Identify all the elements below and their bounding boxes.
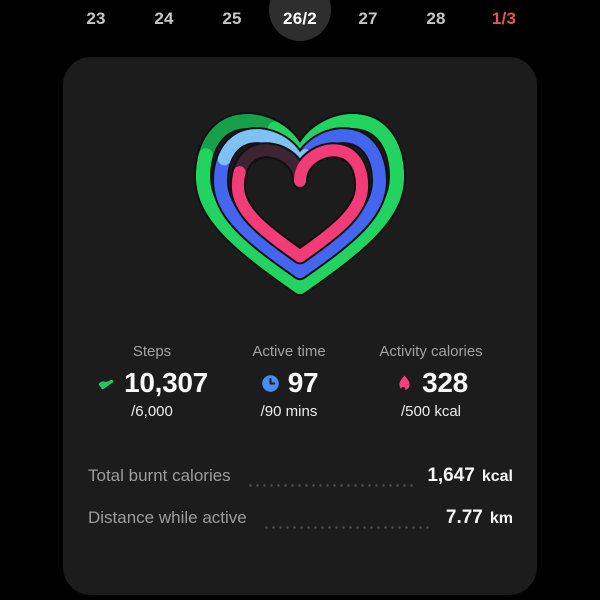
total-burnt-calories-unit: kcal [481,468,513,485]
distance-while-active-value: 7.77 [445,507,483,528]
flame-icon [399,374,410,391]
date-strip: 23 24 25 26/2 27 28 1/3 [0,0,600,44]
date-item-23[interactable]: 23 [86,9,106,28]
steps-value: 10,307 [124,367,208,398]
detail-rows: Total burnt calories 1,647 kcal Distance… [88,465,513,549]
distance-while-active-row: Distance while active 7.77 km [88,507,513,541]
total-burnt-calories-row: Total burnt calories 1,647 kcal [88,465,513,499]
total-burnt-calories-value: 1,647 [427,465,475,486]
distance-while-active-label: Distance while active [88,508,247,527]
total-burnt-calories-label: Total burnt calories [88,466,231,485]
activity-calories-label: Activity calories [379,343,483,360]
active-time-label: Active time [252,343,326,360]
date-item-24[interactable]: 24 [154,9,174,28]
date-item-25[interactable]: 25 [222,9,242,28]
date-item-27[interactable]: 27 [358,9,378,28]
clock-icon [261,374,279,392]
steps-ring [194,112,406,296]
dotted-leader [246,483,414,487]
daily-activity-card: Steps 10,307 /6,000 Active time 97 /90 m… [63,57,537,595]
active-time-value: 97 [287,367,319,398]
distance-while-active-unit: km [489,510,513,527]
stat-active-time[interactable]: Active time 97 /90 mins [199,343,379,420]
date-item-28[interactable]: 28 [426,9,446,28]
steps-goal: /6,000 [131,403,173,420]
steps-label: Steps [132,343,172,360]
active-time-ring [212,127,388,281]
dotted-leader [262,525,432,529]
activity-rings-heart [194,112,406,296]
date-item-1-3[interactable]: 1/3 [491,9,517,28]
stat-steps[interactable]: Steps 10,307 /6,000 [62,343,242,420]
date-item-26-2-selected[interactable]: 26/2 [283,9,317,28]
shoe-icon [98,379,114,389]
activity-calories-ring [229,142,371,265]
activity-calories-goal: /500 kcal [400,403,462,420]
stat-activity-calories[interactable]: Activity calories 328 /500 kcal [341,343,521,420]
activity-calories-value: 328 [422,367,468,398]
active-time-goal: /90 mins [260,403,318,420]
